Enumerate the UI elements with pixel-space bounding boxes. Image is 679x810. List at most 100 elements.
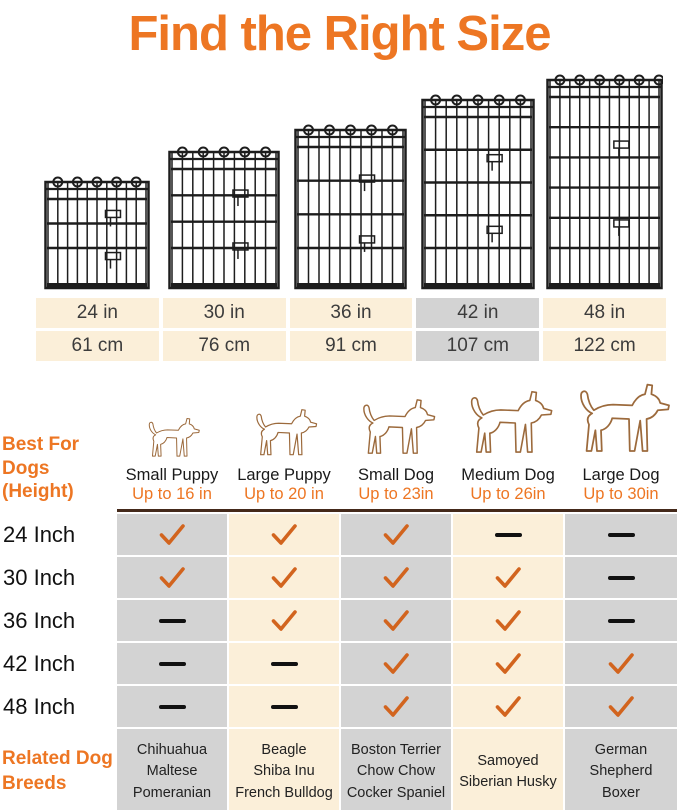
- check-icon: [495, 696, 521, 717]
- dash-icon: [270, 661, 298, 666]
- check-icon: [495, 610, 521, 631]
- breed-list: German Shepherd Boxer: [565, 729, 677, 810]
- mark-cell: [453, 557, 563, 598]
- size-cell-cm: 107 cm: [416, 331, 540, 361]
- crate-panel-illustration: [294, 124, 408, 290]
- dog-name: Small Puppy: [125, 466, 219, 484]
- size-table: 24 in 30 in 36 in 42 in 48 in 61 cm 76 cm 91 cm…: [36, 298, 666, 361]
- size-row-label: 42 Inch: [0, 643, 115, 684]
- size-row-label: 36 Inch: [0, 600, 115, 641]
- dog-silhouette-icon: [148, 417, 200, 457]
- check-icon: [608, 653, 634, 674]
- dog-column-header: Large Dog Up to 30in: [565, 375, 677, 507]
- mark-cell: [341, 514, 451, 555]
- mark-cell: [453, 600, 563, 641]
- size-cell-inch: 42 in: [416, 298, 540, 328]
- dog-name: Large Dog: [582, 466, 660, 484]
- mark-cell: [565, 600, 677, 641]
- crate-cell: [36, 66, 159, 290]
- mark-cell: [565, 643, 677, 684]
- dog-column-header: Small Puppy Up to 16 in: [117, 375, 227, 507]
- mark-cell: [117, 600, 227, 641]
- crate-cell: [163, 66, 286, 290]
- mark-cell: [229, 514, 339, 555]
- check-icon: [383, 524, 409, 545]
- crate-panel-illustration: [546, 74, 664, 290]
- crate-cell: [543, 66, 666, 290]
- size-row-label: 48 Inch: [0, 686, 115, 727]
- dog-silhouette-icon: [363, 399, 436, 454]
- related-dog-breeds-label: Related Dog Breeds: [0, 729, 115, 810]
- size-cell-cm: 61 cm: [36, 331, 159, 361]
- size-cell-inch: 24 in: [36, 298, 159, 328]
- check-icon: [495, 567, 521, 588]
- dash-icon: [607, 575, 635, 580]
- mark-cell: [117, 514, 227, 555]
- dog-column-header: Large Puppy Up to 20 in: [229, 375, 339, 507]
- dog-max-height: Up to 30in: [583, 485, 659, 503]
- check-icon: [383, 653, 409, 674]
- mark-cell: [341, 600, 451, 641]
- fit-chart: Best For Dogs (Height) Small Puppy Up to 1…: [0, 375, 677, 810]
- size-cell-inch: 48 in: [543, 298, 666, 328]
- dog-max-height: Up to 26in: [470, 485, 546, 503]
- crate-cell: [416, 66, 539, 290]
- dash-icon: [158, 661, 186, 666]
- size-cell-cm: 76 cm: [162, 331, 286, 361]
- dog-max-height: Up to 20 in: [244, 485, 324, 503]
- size-cell-cm: 91 cm: [289, 331, 413, 361]
- mark-cell: [565, 557, 677, 598]
- check-icon: [495, 653, 521, 674]
- dog-silhouette-icon: [470, 390, 553, 453]
- mark-cell: [117, 643, 227, 684]
- mark-cell: [229, 600, 339, 641]
- dog-max-height: Up to 16 in: [132, 485, 212, 503]
- check-icon: [159, 567, 185, 588]
- check-icon: [608, 696, 634, 717]
- dog-name: Small Dog: [357, 466, 435, 484]
- check-icon: [383, 696, 409, 717]
- dog-max-height: Up to 23in: [358, 485, 434, 503]
- chart-header-line: [117, 509, 677, 512]
- breed-list: Beagle Shiba Inu French Bulldog: [229, 729, 339, 810]
- crate-panels-row: [36, 66, 666, 290]
- spacer-cell: [0, 509, 115, 512]
- check-icon: [383, 567, 409, 588]
- dog-column-header: Medium Dog Up to 26in: [453, 375, 563, 507]
- size-row-label: 24 Inch: [0, 514, 115, 555]
- dog-name: Large Puppy: [237, 466, 331, 484]
- check-icon: [383, 610, 409, 631]
- dog-silhouette-icon: [256, 409, 318, 456]
- dog-column-header: Small Dog Up to 23in: [341, 375, 451, 507]
- mark-cell: [453, 514, 563, 555]
- mark-cell: [453, 643, 563, 684]
- dash-icon: [607, 618, 635, 623]
- dash-icon: [158, 704, 186, 709]
- mark-cell: [229, 686, 339, 727]
- dash-icon: [607, 532, 635, 537]
- dash-icon: [494, 532, 522, 537]
- crate-panel-illustration: [168, 146, 280, 290]
- crate-cell: [290, 66, 413, 290]
- size-cell-inch: 30 in: [162, 298, 286, 328]
- crate-panel-illustration: [421, 94, 535, 290]
- check-icon: [271, 524, 297, 545]
- mark-cell: [565, 686, 677, 727]
- size-row-label: 30 Inch: [0, 557, 115, 598]
- breed-list: Boston Terrier Chow Chow Cocker Spaniel: [341, 729, 451, 810]
- size-cell-inch: 36 in: [289, 298, 413, 328]
- mark-cell: [117, 557, 227, 598]
- breed-list: Chihuahua Maltese Pomeranian: [117, 729, 227, 810]
- check-icon: [159, 524, 185, 545]
- check-icon: [271, 567, 297, 588]
- dash-icon: [270, 704, 298, 709]
- mark-cell: [341, 686, 451, 727]
- crate-panel-illustration: [44, 176, 151, 290]
- dog-silhouette-icon: [580, 383, 670, 452]
- size-cell-cm: 122 cm: [543, 331, 666, 361]
- mark-cell: [229, 557, 339, 598]
- mark-cell: [453, 686, 563, 727]
- dash-icon: [158, 618, 186, 623]
- dog-name: Medium Dog: [461, 466, 555, 484]
